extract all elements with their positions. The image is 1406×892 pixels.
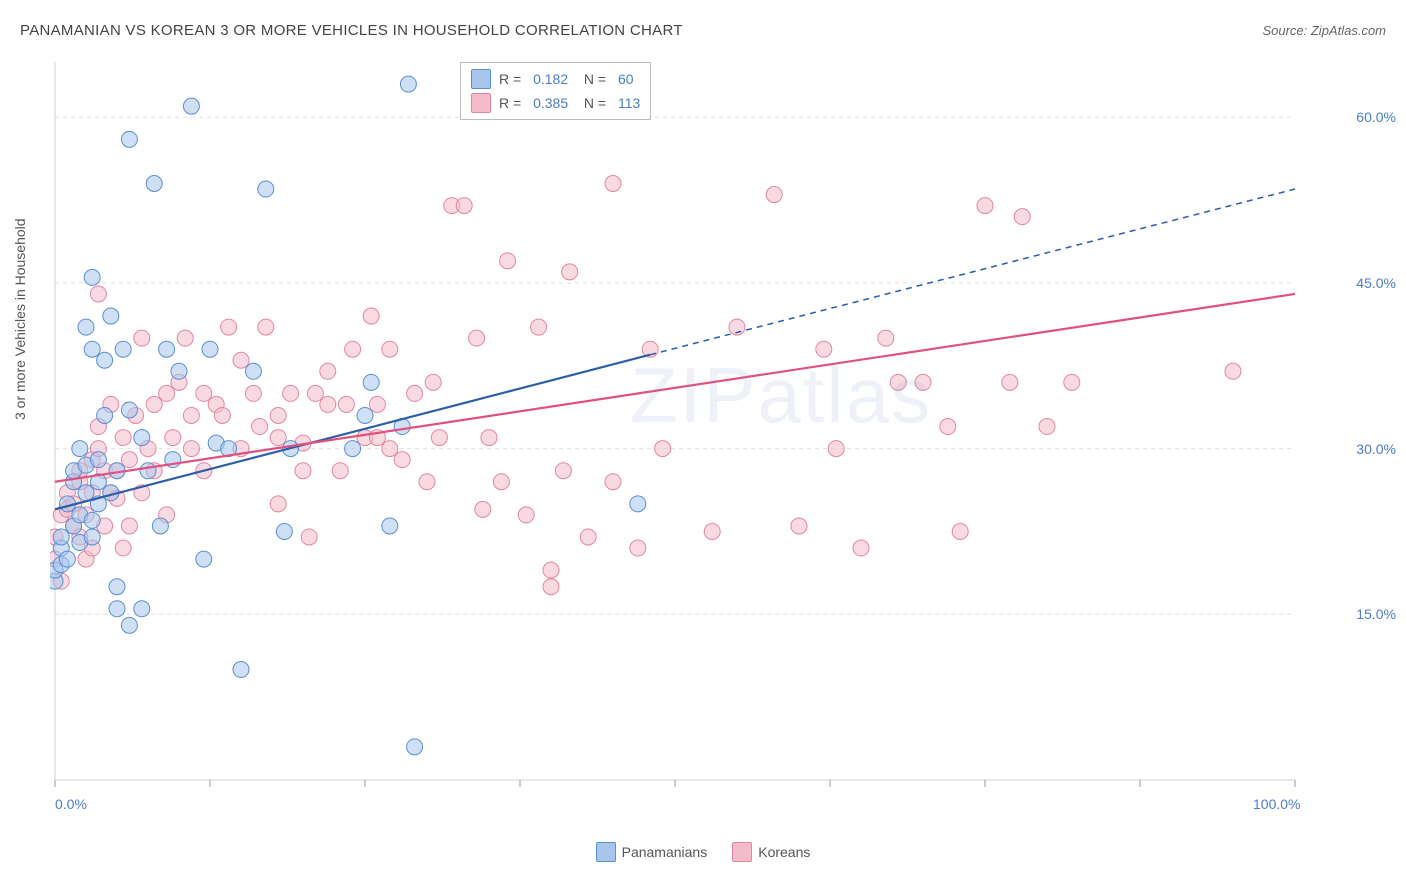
bottom-legend: Panamanians Koreans [0, 842, 1406, 862]
chart-title: PANAMANIAN VS KOREAN 3 OR MORE VEHICLES … [20, 22, 683, 39]
n-value-panamanians: 60 [618, 71, 634, 87]
stats-row-panamanians: R = 0.182 N = 60 [471, 67, 640, 91]
y-tick-label: 60.0% [1356, 109, 1396, 125]
legend-swatch-koreans [732, 842, 752, 862]
title-bar: PANAMANIAN VS KOREAN 3 OR MORE VEHICLES … [20, 18, 1386, 42]
n-value-koreans: 113 [618, 95, 640, 111]
stats-swatch-panamanians [471, 69, 491, 89]
source-label: Source: ZipAtlas.com [1262, 23, 1386, 38]
legend-label-panamanians: Panamanians [622, 844, 708, 860]
y-axis-label: 3 or more Vehicles in Household [12, 218, 28, 420]
legend-item-koreans: Koreans [732, 842, 810, 862]
r-value-panamanians: 0.182 [533, 71, 568, 87]
legend-item-panamanians: Panamanians [596, 842, 708, 862]
stats-row-koreans: R = 0.385 N = 113 [471, 91, 640, 115]
y-tick-label: 30.0% [1356, 441, 1396, 457]
legend-swatch-panamanians [596, 842, 616, 862]
scatter-plot-svg [50, 60, 1350, 800]
stats-swatch-koreans [471, 93, 491, 113]
x-tick-label: 100.0% [1253, 796, 1300, 812]
r-value-koreans: 0.385 [533, 95, 568, 111]
x-tick-label: 0.0% [55, 796, 87, 812]
y-tick-label: 45.0% [1356, 275, 1396, 291]
plot-area: ZIPatlas R = 0.182 N = 60 R = 0.385 N = … [50, 60, 1350, 800]
chart-container: PANAMANIAN VS KOREAN 3 OR MORE VEHICLES … [0, 0, 1406, 892]
stats-legend-box: R = 0.182 N = 60 R = 0.385 N = 113 [460, 62, 651, 120]
y-tick-label: 15.0% [1356, 606, 1396, 622]
legend-label-koreans: Koreans [758, 844, 810, 860]
